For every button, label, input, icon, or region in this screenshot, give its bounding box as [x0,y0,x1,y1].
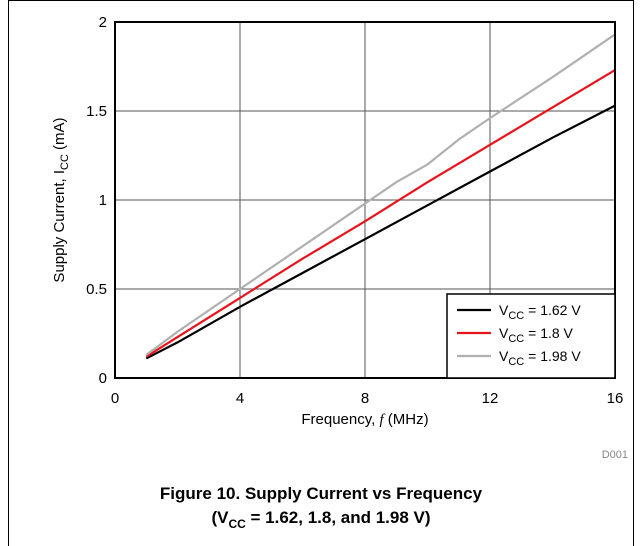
plot-border [114,21,616,379]
legend-label: VCC = 1.8 V [499,325,574,345]
series-lines [145,33,616,360]
figure-frame [8,0,634,546]
x-tick-label: 0 [111,390,119,407]
y-tick-label: 0 [99,370,107,387]
x-tick-label: 4 [236,390,244,407]
figure-id-footnote: D001 [602,449,628,461]
y-tick-label: 1 [99,192,107,209]
figure-caption-conditions: (VCC = 1.62, 1.8, and 1.98 V) [211,508,431,531]
series-line [145,69,616,358]
y-tick-label: 1.5 [86,103,107,120]
legend-box [446,293,616,379]
legend-label: VCC = 1.62 V [499,302,581,322]
supply-current-chart: 0 4 8 12 16 0 0.5 1 1.5 2 Frequency, f (MHz) Supp… [51,14,628,461]
y-axis-label: Supply Current, ICC (mA) [51,117,71,282]
x-tick-label: 16 [607,390,624,407]
tick-labels: 0 4 8 12 16 0 0.5 1 1.5 2 [86,14,623,407]
x-tick-label: 12 [482,390,499,407]
figure-caption-title: Figure 10. Supply Current vs Frequency [159,484,483,503]
grid-lines [115,22,615,378]
legend: VCC = 1.62 V VCC = 1.8 V VCC = 1.98 V [446,293,616,379]
y-tick-label: 0.5 [86,281,107,298]
y-tick-label: 2 [99,14,107,31]
series-line [145,33,616,356]
legend-label: VCC = 1.98 V [499,348,581,368]
series-line [145,104,616,360]
x-axis-label: Frequency, f (MHz) [301,411,428,428]
x-tick-label: 8 [361,390,369,407]
